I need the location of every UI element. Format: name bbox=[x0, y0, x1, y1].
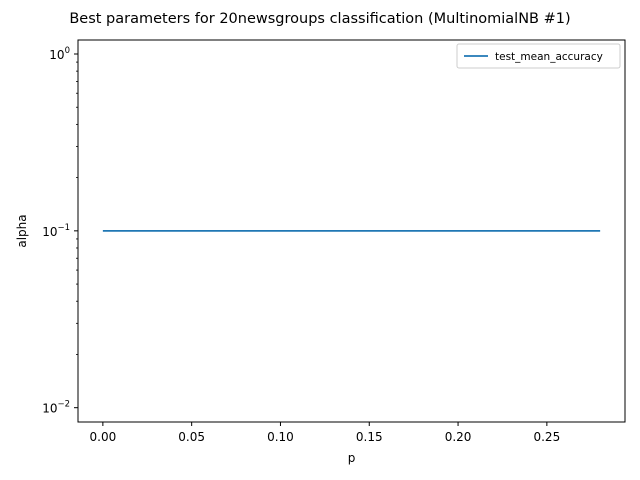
x-axis-label: p bbox=[348, 451, 356, 465]
chart-title: Best parameters for 20newsgroups classif… bbox=[69, 11, 570, 27]
x-tick-label-1: 0.05 bbox=[178, 430, 205, 444]
x-tick-label-2: 0.10 bbox=[267, 430, 294, 444]
y-tick-label-0: 10−2 bbox=[42, 400, 70, 416]
y-axis-ticks: 10−2 10−1 100 bbox=[42, 46, 78, 416]
y-tick-label-1: 10−1 bbox=[42, 223, 70, 239]
x-tick-label-5: 0.25 bbox=[533, 430, 560, 444]
x-tick-label-0: 0.00 bbox=[90, 430, 117, 444]
x-axis-ticks: 0.00 0.05 0.10 0.15 0.20 0.25 bbox=[90, 422, 560, 444]
y-axis-label: alpha bbox=[15, 214, 29, 247]
plot-frame bbox=[77, 39, 626, 423]
legend: test_mean_accuracy bbox=[456, 43, 621, 69]
legend-box bbox=[456, 43, 621, 69]
x-tick-label-3: 0.15 bbox=[356, 430, 383, 444]
legend-label-test-mean-accuracy: test_mean_accuracy bbox=[495, 51, 603, 63]
y-tick-label-2: 100 bbox=[49, 46, 70, 62]
x-tick-label-4: 0.20 bbox=[445, 430, 472, 444]
